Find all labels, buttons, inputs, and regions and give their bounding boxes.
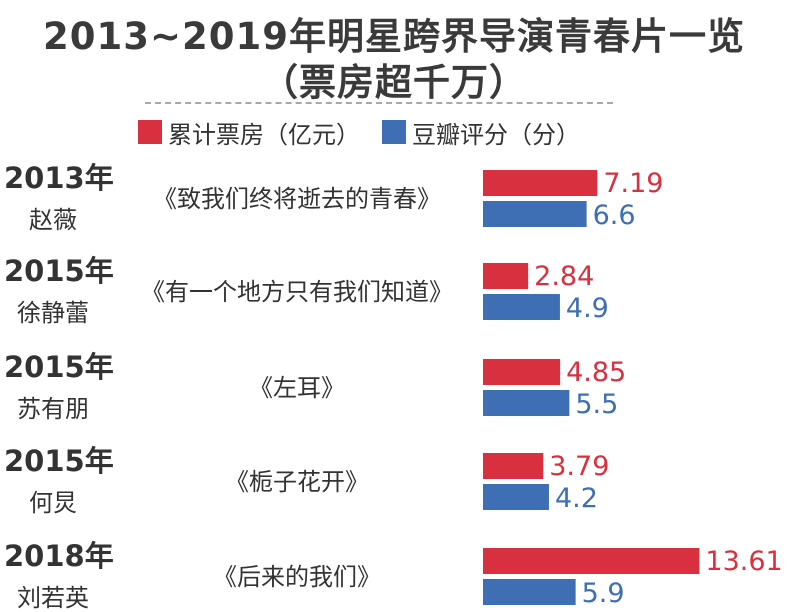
value-label-box-office: 3.79: [549, 451, 609, 482]
value-label-rating: 6.6: [593, 200, 636, 231]
bar-box-office: [483, 453, 544, 479]
row-year: 2013年: [4, 161, 114, 195]
legend-item-box-office: 累计票房（亿元）: [138, 115, 360, 150]
bar-box-office: [483, 548, 700, 574]
bar-rating: [483, 201, 587, 227]
row-year: 2015年: [4, 350, 114, 384]
row-director: 苏有朋: [17, 395, 89, 423]
legend-label-box-office: 累计票房（亿元）: [168, 120, 360, 149]
row-film-title: 《后来的我们》: [213, 563, 381, 591]
row-film-title: 《有一个地方只有我们知道》: [141, 278, 453, 306]
title-divider: [145, 102, 613, 104]
chart-subtitle: （票房超千万）: [261, 61, 527, 104]
row-director: 刘若英: [17, 584, 89, 612]
bar-box-office: [483, 263, 529, 289]
row-film-title: 《栀子花开》: [225, 468, 369, 496]
legend: 累计票房（亿元） 豆瓣评分（分）: [138, 118, 602, 149]
bar-rating: [483, 390, 570, 416]
row-year: 2015年: [4, 254, 114, 288]
legend-label-rating: 豆瓣评分（分）: [412, 120, 580, 149]
value-label-rating: 4.9: [566, 293, 609, 324]
value-label-box-office: 7.19: [603, 168, 663, 199]
value-label-rating: 5.5: [575, 389, 618, 420]
value-label-rating: 5.9: [582, 578, 625, 609]
legend-item-rating: 豆瓣评分（分）: [382, 115, 580, 150]
value-label-box-office: 4.85: [566, 357, 626, 388]
bar-rating: [483, 294, 560, 320]
legend-swatch-box-office: [138, 120, 162, 144]
row-director: 赵薇: [29, 206, 77, 234]
value-label-rating: 4.2: [555, 483, 598, 514]
chart-title: 2013~2019年明星跨界导演青春片一览: [43, 15, 745, 58]
row-director: 何炅: [29, 489, 77, 517]
bar-rating: [483, 579, 576, 605]
row-film-title: 《左耳》: [249, 374, 345, 402]
bar-rating: [483, 484, 549, 510]
row-year: 2015年: [4, 444, 114, 478]
value-label-box-office: 13.61: [705, 546, 782, 577]
row-director: 徐静蕾: [17, 299, 89, 327]
row-film-title: 《致我们终将逝去的青春》: [153, 185, 441, 213]
row-year: 2018年: [4, 539, 114, 573]
value-label-box-office: 2.84: [534, 261, 594, 292]
legend-swatch-rating: [382, 120, 406, 144]
bar-box-office: [483, 170, 598, 196]
bar-box-office: [483, 359, 561, 385]
